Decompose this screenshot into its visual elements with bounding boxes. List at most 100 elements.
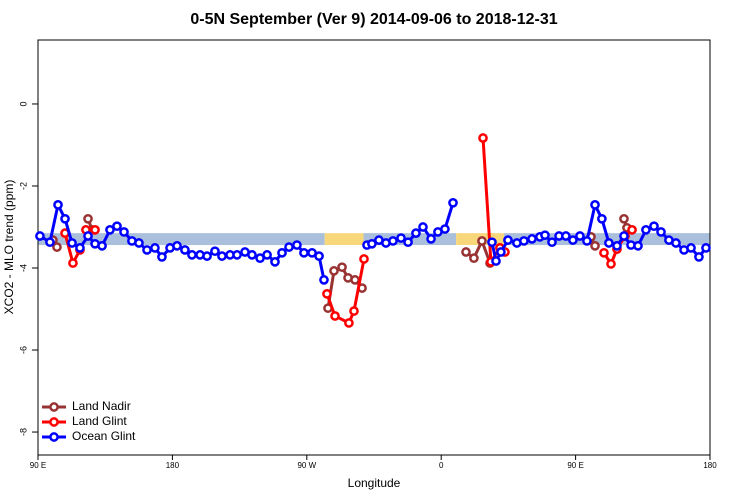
data-point (344, 318, 354, 328)
data-point (496, 247, 506, 257)
x-tick-label: 90 E (567, 461, 583, 470)
legend-marker (49, 432, 59, 442)
data-point (503, 235, 513, 245)
y-tick-label: 0 (18, 101, 28, 106)
data-point (590, 200, 600, 210)
data-point (671, 238, 681, 248)
data-point (582, 236, 592, 246)
data-point (284, 242, 294, 252)
data-point (388, 236, 398, 246)
legend-label: Land Nadir (72, 399, 131, 413)
data-point (277, 247, 287, 258)
data-point (157, 252, 167, 262)
data-point (202, 251, 212, 261)
data-point (440, 224, 450, 234)
y-tick-label: -4 (18, 264, 28, 272)
data-point (329, 266, 339, 276)
data-point (619, 231, 629, 241)
data-point (656, 227, 666, 237)
data-point (53, 200, 63, 210)
data-point (597, 213, 607, 224)
data-point (627, 225, 637, 235)
data-point (97, 241, 107, 251)
data-point (418, 222, 428, 232)
data-point (247, 250, 257, 260)
data-point (701, 243, 711, 253)
data-point (45, 237, 55, 248)
data-point (604, 238, 614, 248)
data-point (469, 253, 479, 264)
legend-marker (49, 402, 59, 412)
data-point (299, 247, 309, 258)
data-point (210, 246, 220, 257)
data-point (359, 254, 369, 264)
data-point (487, 237, 497, 248)
x-tick-label: 180 (166, 461, 180, 470)
data-point (52, 242, 62, 252)
legend-marker (49, 417, 59, 427)
data-point (448, 197, 458, 208)
data-point (519, 236, 529, 246)
data-point (134, 238, 144, 248)
data-point (478, 133, 488, 143)
data-point (319, 275, 329, 285)
data-point (396, 233, 406, 243)
data-point (575, 231, 585, 241)
data-point (262, 250, 272, 260)
data-point (403, 237, 413, 248)
data-point (270, 257, 280, 267)
legend-label: Ocean Glint (72, 429, 136, 443)
data-point (292, 240, 302, 250)
x-axis-label: Longitude (348, 476, 401, 490)
data-point (68, 258, 78, 268)
data-point (172, 241, 182, 251)
data-point (330, 311, 340, 321)
data-point (105, 225, 115, 235)
data-point (411, 228, 421, 238)
background-band (324, 233, 364, 246)
data-point (232, 250, 242, 260)
chart-title: 0-5N September (Ver 9) 2014-09-06 to 201… (190, 11, 557, 28)
x-tick-label: 0 (439, 461, 444, 470)
data-point (150, 243, 160, 253)
data-point (35, 231, 45, 241)
data-point (90, 225, 100, 235)
data-point (75, 243, 85, 253)
data-point (337, 262, 347, 273)
y-tick-label: -2 (18, 182, 28, 190)
y-tick-label: -8 (18, 428, 28, 436)
data-point (477, 236, 487, 246)
data-point (350, 275, 360, 285)
data-point (561, 231, 571, 241)
x-tick-label: 180 (703, 461, 717, 470)
data-point (426, 234, 436, 244)
y-tick-label: -6 (18, 346, 28, 354)
x-tick-label: 90 W (297, 461, 316, 470)
data-point (641, 225, 651, 235)
background-band (38, 233, 325, 246)
data-point (60, 213, 70, 224)
data-point (83, 231, 93, 241)
data-point (633, 241, 643, 251)
data-point (686, 243, 696, 253)
data-point (547, 237, 557, 248)
data-point (568, 235, 578, 245)
series-line (63, 137, 634, 326)
data-point (142, 245, 152, 255)
data-point (694, 252, 704, 262)
data-point (461, 247, 471, 257)
data-point (606, 259, 616, 269)
data-point (612, 241, 622, 251)
data-point (187, 250, 197, 260)
y-axis-label: XCO2 - MLO trend (ppm) (2, 180, 16, 315)
data-point (649, 221, 659, 232)
data-point (527, 234, 537, 244)
x-tick-label: 90 E (30, 461, 46, 470)
data-point (119, 227, 129, 237)
data-point (180, 245, 190, 255)
data-point (590, 241, 600, 251)
data-point (67, 238, 77, 248)
data-point (599, 247, 609, 258)
data-point (83, 213, 93, 224)
data-point (322, 288, 332, 299)
